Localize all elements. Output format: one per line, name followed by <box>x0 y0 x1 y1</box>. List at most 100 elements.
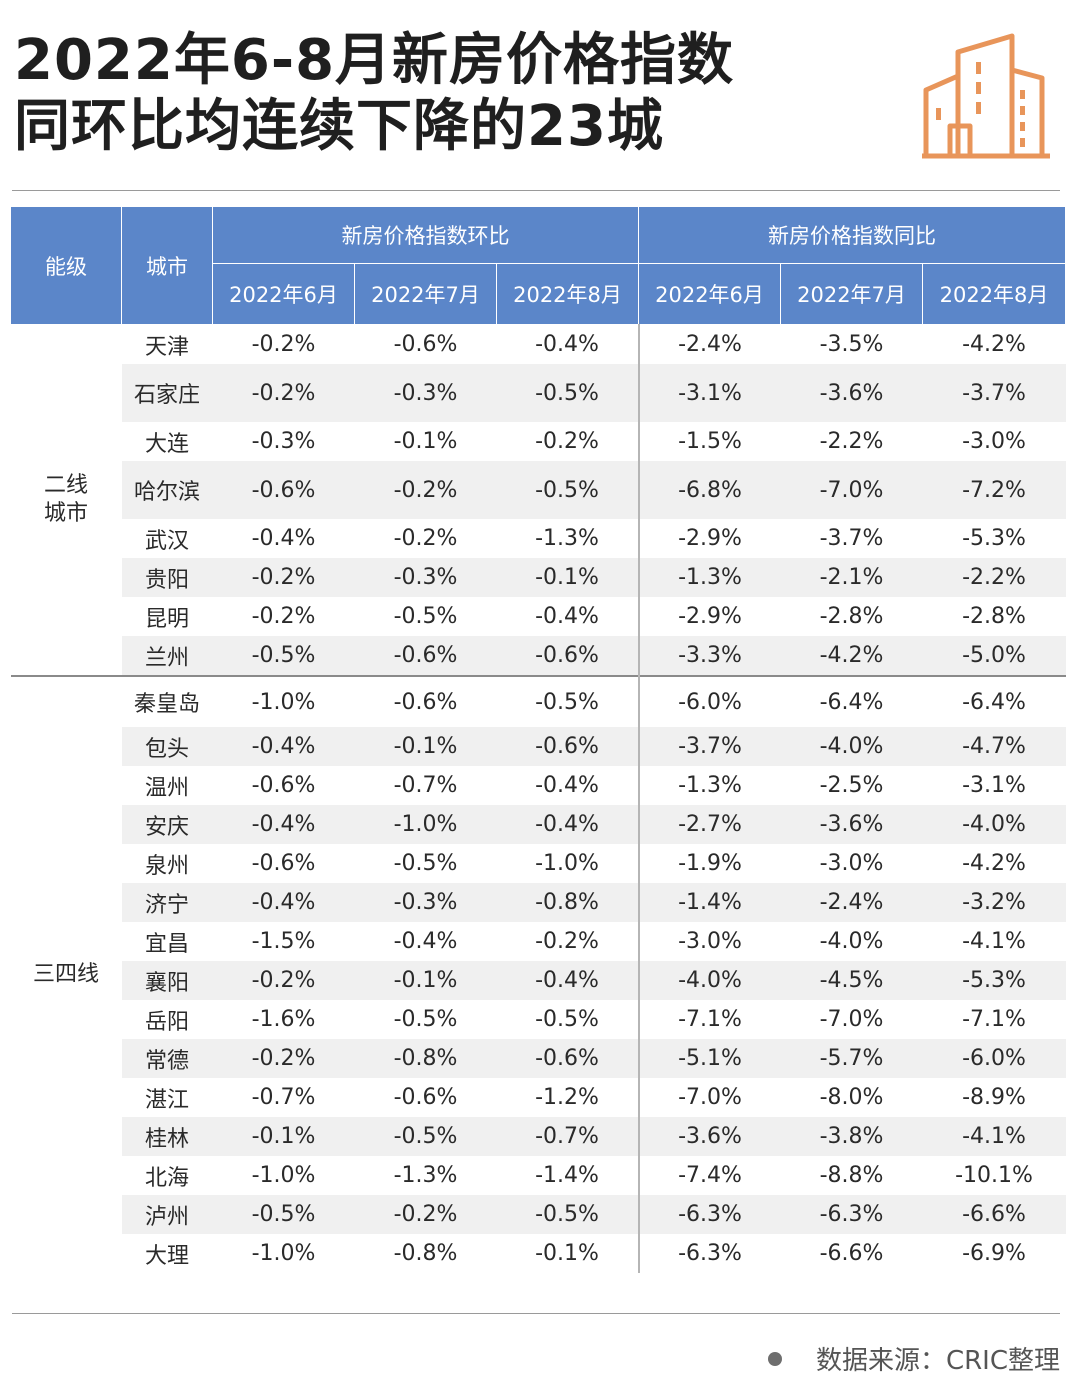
value-cell: -3.1% <box>638 364 781 422</box>
value-cell: -4.5% <box>780 961 923 1000</box>
value-cell: -0.4% <box>212 883 355 922</box>
table-row: 常德 -0.2% -0.8% -0.6% -5.1% -5.7% -6.0% <box>11 1039 1066 1078</box>
value-cell: -6.0% <box>922 1039 1066 1078</box>
table-row: 包头 -0.4% -0.1% -0.6% -3.7% -4.0% -4.7% <box>11 727 1066 766</box>
price-index-table: 能级 城市 新房价格指数环比 新房价格指数同比 2022年6月 2022年7月 … <box>10 206 1067 1273</box>
value-cell: -6.3% <box>638 1195 781 1234</box>
value-cell: -3.5% <box>819 332 884 357</box>
table-row: 桂林 -0.1% -0.5% -0.7% -3.6% -3.8% -4.1% <box>11 1117 1066 1156</box>
value-cell: -6.4% <box>780 675 923 727</box>
value-cell: -3.2% <box>922 883 1066 922</box>
value-cell: -3.0% <box>962 429 1026 454</box>
value-cell: -1.6% <box>251 1007 316 1032</box>
value-cell: -6.3% <box>780 1195 923 1234</box>
value-cell: -3.8% <box>780 1117 923 1156</box>
city-cell: 北海 <box>144 1165 189 1191</box>
city-cell: 桂林 <box>121 1117 213 1156</box>
value-cell: -3.7% <box>819 526 884 551</box>
value-cell: -4.0% <box>922 805 1066 844</box>
value-cell: -0.6% <box>496 636 640 676</box>
city-cell: 泉州 <box>144 853 189 879</box>
city-cell: 哈尔滨 <box>121 461 213 519</box>
value-cell: -0.3% <box>354 364 497 422</box>
value-cell: -1.5% <box>251 929 316 954</box>
value-cell: -1.0% <box>251 1163 316 1188</box>
value-cell: -0.3% <box>354 558 497 597</box>
city-cell: 秦皇岛 <box>121 675 213 727</box>
value-cell: -0.2% <box>212 961 355 1000</box>
value-cell: -0.6% <box>496 1039 640 1078</box>
value-cell: -0.4% <box>212 727 355 766</box>
value-cell: -2.1% <box>780 558 923 597</box>
value-cell: -2.5% <box>819 773 884 798</box>
table-row: 岳阳 -1.6% -0.5% -0.5% -7.1% -7.0% -7.1% <box>11 1000 1066 1039</box>
value-cell: -0.2% <box>393 526 458 551</box>
value-cell: -7.4% <box>678 1163 742 1188</box>
value-cell: -2.9% <box>678 604 742 629</box>
table-row: 安庆 -0.4% -1.0% -0.4% -2.7% -3.6% -4.0% <box>11 805 1066 844</box>
value-cell: -5.1% <box>638 1039 781 1078</box>
header-month: 2022年8月 <box>495 263 640 325</box>
value-cell: -6.4% <box>922 675 1066 727</box>
table-row: 贵阳 -0.2% -0.3% -0.1% -1.3% -2.1% -2.2% <box>11 558 1066 597</box>
value-cell: -1.0% <box>496 844 640 883</box>
value-cell: -2.4% <box>780 883 923 922</box>
value-cell: -3.6% <box>638 1117 781 1156</box>
value-cell: -5.7% <box>780 1039 923 1078</box>
value-cell: -0.5% <box>496 1000 640 1039</box>
value-cell: -1.3% <box>393 1163 458 1188</box>
city-cell: 常德 <box>121 1039 213 1078</box>
buildings-icon <box>922 33 1050 159</box>
table-row: 宜昌 -1.5% -0.4% -0.2% -3.0% -4.0% -4.1% <box>11 922 1066 961</box>
value-cell: -0.8% <box>354 1039 497 1078</box>
value-cell: -1.3% <box>678 773 742 798</box>
value-cell: -7.1% <box>678 1007 742 1032</box>
value-cell: -1.0% <box>251 1241 316 1266</box>
city-cell: 武汉 <box>144 528 189 554</box>
value-cell: -4.1% <box>962 929 1026 954</box>
source-text: 数据来源：CRIC整理 <box>815 1346 1060 1376</box>
value-cell: -0.5% <box>354 1117 497 1156</box>
value-cell: -0.3% <box>251 429 316 454</box>
header-city: 城市 <box>121 206 213 325</box>
table-body: 二线 城市 天津 -0.2% -0.6% -0.4% -2.4% -3.5% -4.2% 石家庄… <box>10 324 1066 1273</box>
value-cell: -0.4% <box>496 766 640 805</box>
value-cell: -7.1% <box>962 1007 1026 1032</box>
city-cell: 大理 <box>144 1243 189 1269</box>
city-cell: 包头 <box>121 727 213 766</box>
value-cell: -0.6% <box>354 675 497 727</box>
value-cell: -0.2% <box>212 558 355 597</box>
table-row: 襄阳 -0.2% -0.1% -0.4% -4.0% -4.5% -5.3% <box>11 961 1066 1000</box>
city-cell: 泸州 <box>121 1195 213 1234</box>
value-cell: -0.6% <box>212 461 355 519</box>
title-line-2: 同环比均连续下降的23城 <box>14 94 664 159</box>
value-cell: -1.0% <box>354 805 497 844</box>
value-cell: -8.9% <box>962 1085 1026 1110</box>
header-month: 2022年7月 <box>354 263 497 325</box>
city-cell: 贵阳 <box>121 558 213 597</box>
value-cell: -1.0% <box>212 675 355 727</box>
header-group-yoy: 新房价格指数同比 <box>638 206 1067 264</box>
city-cell: 襄阳 <box>121 961 213 1000</box>
table-row: 昆明 -0.2% -0.5% -0.4% -2.9% -2.8% -2.8% <box>11 597 1066 636</box>
table-row: 温州 -0.6% -0.7% -0.4% -1.3% -2.5% -3.1% <box>11 766 1066 805</box>
value-cell: -7.0% <box>678 1085 742 1110</box>
value-cell: -2.2% <box>922 558 1066 597</box>
city-cell: 天津 <box>144 334 189 360</box>
value-cell: -0.7% <box>496 1117 640 1156</box>
value-cell: -0.5% <box>496 364 640 422</box>
bullet-icon <box>767 1351 782 1366</box>
value-cell: -0.2% <box>354 461 497 519</box>
table-row: 北海 -1.0% -1.3% -1.4% -7.4% -8.8% -10.1% <box>11 1156 1066 1195</box>
value-cell: -3.3% <box>638 636 781 676</box>
value-cell: -3.0% <box>678 929 742 954</box>
value-cell: -0.4% <box>393 929 458 954</box>
tier-label: 三四线 <box>10 675 122 1273</box>
value-cell: -4.0% <box>780 727 923 766</box>
value-cell: -3.7% <box>922 364 1066 422</box>
value-cell: -6.6% <box>922 1195 1066 1234</box>
city-cell: 湛江 <box>144 1087 189 1113</box>
city-cell: 温州 <box>144 775 189 801</box>
value-cell: -5.0% <box>922 636 1066 676</box>
value-cell: -0.2% <box>212 1039 355 1078</box>
